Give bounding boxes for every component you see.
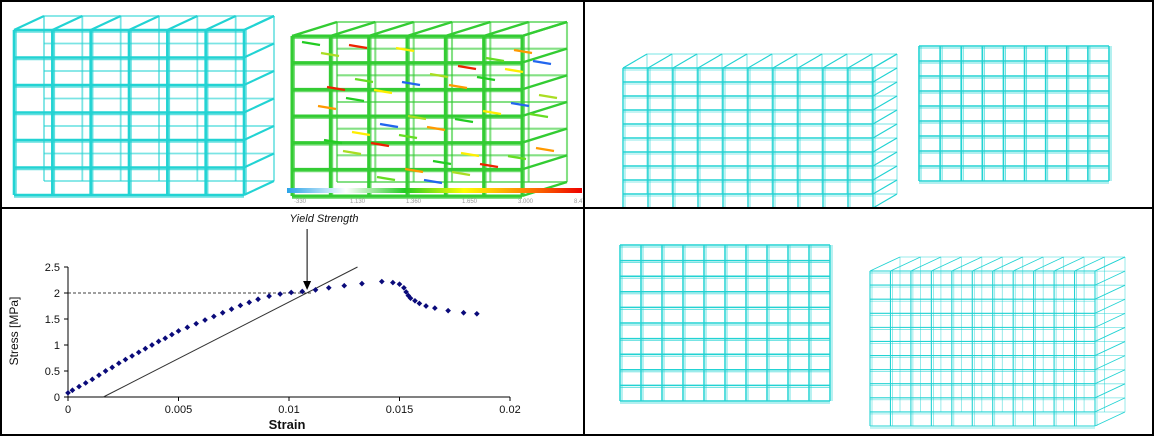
legend-label: 3.000 — [518, 199, 534, 205]
data-point — [122, 356, 129, 363]
x-tick-label: 0.01 — [278, 404, 299, 416]
data-point — [76, 383, 82, 390]
data-point — [102, 368, 109, 374]
data-point — [416, 300, 423, 307]
data-point — [184, 324, 191, 331]
lattice-cube-icon — [12, 15, 275, 198]
data-point — [149, 342, 155, 348]
legend-label: 8.470 — [574, 199, 583, 205]
data-point — [202, 317, 208, 323]
lattice-cube-iso-icon — [622, 53, 898, 207]
data-point — [341, 282, 348, 289]
y-tick-labels: 0 0.5 1 1.5 2 2.5 — [45, 262, 68, 404]
top-right-illustrations — [622, 45, 1112, 207]
y-tick-label: 2.5 — [45, 262, 60, 274]
data-point — [129, 353, 135, 359]
data-point — [175, 328, 182, 334]
data-point — [359, 280, 365, 287]
data-point — [96, 372, 102, 378]
data-point — [407, 295, 414, 302]
data-point — [432, 305, 438, 311]
x-tick-label: 0.005 — [165, 404, 193, 416]
data-point — [266, 293, 272, 299]
data-point — [460, 309, 467, 316]
data-points — [65, 278, 480, 396]
data-point — [246, 299, 253, 306]
data-point — [142, 345, 149, 352]
data-point — [116, 360, 122, 367]
panel-bottom-right — [585, 209, 1154, 436]
data-point — [211, 313, 217, 320]
data-point — [219, 309, 226, 316]
stress-legend-bar — [287, 188, 582, 193]
yield-arrow-icon — [303, 229, 312, 290]
y-tick-label: 1 — [54, 340, 60, 352]
y-tick-label: 0 — [54, 392, 60, 404]
stress-strain-chart: 0 0.005 0.01 0.015 0.02 00.511.522.5 Strain … — [7, 213, 521, 432]
chart-axes — [67, 267, 510, 398]
yield-strength-annotation: Yield Strength — [290, 213, 359, 225]
bottom-right-illustrations — [619, 244, 1126, 429]
data-point — [169, 331, 175, 338]
data-point — [325, 284, 332, 291]
data-point — [162, 335, 169, 342]
data-point — [237, 302, 244, 309]
data-point — [89, 376, 96, 383]
data-point — [255, 296, 261, 303]
legend-label: 1.360 — [406, 199, 422, 205]
panel-top-left: ·330 1.130 1.360 1.650 3.000 8.470 — [0, 0, 585, 209]
data-point — [396, 281, 403, 287]
data-point — [412, 297, 418, 304]
data-point — [299, 288, 306, 295]
y-tick-label: 2 — [54, 288, 60, 300]
stress-legend-labels: ·330 1.130 1.360 1.650 3.000 8.470 — [294, 199, 583, 205]
data-point — [65, 390, 71, 396]
data-point — [474, 310, 480, 317]
x-tick-labels: 0 0.005 0.01 0.015 0.02 — [65, 397, 521, 416]
x-tick-label: 0 — [65, 404, 71, 416]
legend-label: ·330 — [294, 199, 307, 205]
data-point — [378, 278, 385, 285]
data-point — [109, 364, 116, 371]
y-tick-label: 1.5 — [45, 314, 60, 326]
lattice-cube-front-icon — [619, 244, 833, 404]
data-point — [135, 349, 142, 356]
data-point — [82, 380, 89, 386]
data-point — [445, 307, 451, 314]
data-point — [288, 289, 295, 296]
top-left-illustrations: ·330 1.130 1.360 1.650 3.000 8.470 — [12, 15, 583, 205]
y-axis-label: Stress [MPa] — [7, 297, 21, 366]
data-point — [390, 279, 396, 286]
data-point — [69, 387, 76, 394]
data-point — [193, 320, 200, 327]
stress-colored-lattice-icon — [290, 20, 569, 199]
data-point — [401, 284, 407, 291]
legend-label: 1.130 — [350, 199, 366, 205]
x-tick-label: 0.015 — [386, 404, 414, 416]
fit-line — [103, 266, 358, 398]
y-tick-label: 0.5 — [45, 366, 60, 378]
panel-stress-strain-chart: 0 0.005 0.01 0.015 0.02 0 0.5 1 1.5 2 2.5 Strain … — [0, 209, 585, 436]
elastic-fit-line — [103, 266, 358, 398]
x-axis-label: Strain — [269, 417, 306, 432]
data-point — [228, 306, 235, 312]
legend-label: 1.650 — [462, 199, 478, 205]
data-point — [155, 338, 162, 345]
lattice-cube-iso-icon — [869, 256, 1126, 429]
lattice-cube-front-icon — [918, 45, 1112, 184]
x-tick-label: 0.02 — [499, 404, 520, 416]
data-point — [423, 303, 429, 309]
panel-top-right — [585, 0, 1154, 209]
data-point — [277, 291, 283, 297]
